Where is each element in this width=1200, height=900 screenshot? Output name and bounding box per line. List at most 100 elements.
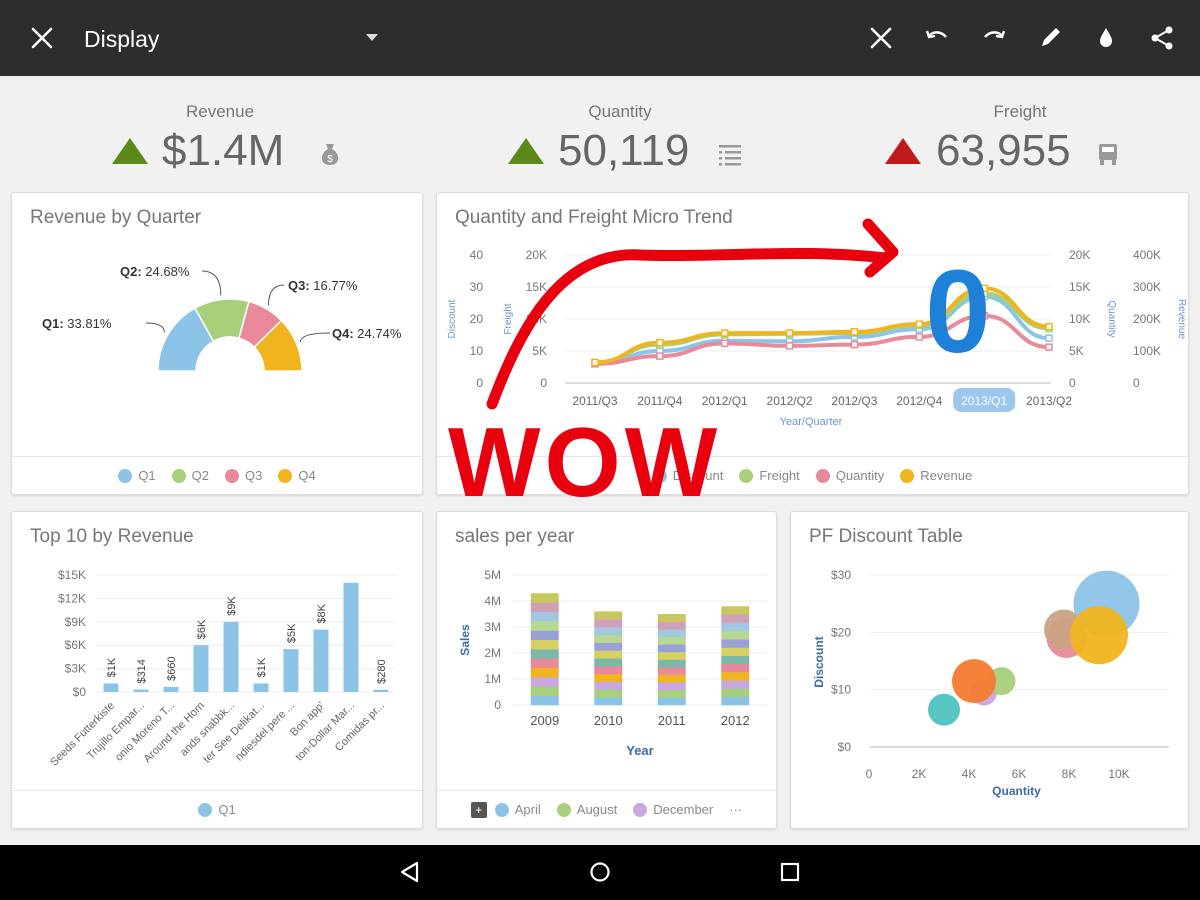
legend-item[interactable]: April <box>494 802 541 817</box>
stack-segment <box>657 636 686 645</box>
share-icon[interactable] <box>1148 24 1176 52</box>
stack-segment <box>594 673 623 682</box>
stack-segment <box>530 667 559 678</box>
x-tick-label: 6K <box>1012 767 1027 781</box>
undo-icon[interactable] <box>923 24 951 52</box>
legend-swatch <box>171 468 186 483</box>
y-tick-revenue: 300K <box>1133 280 1161 294</box>
stack-segment <box>594 634 623 643</box>
y-axis-label: Sales <box>458 624 472 656</box>
axis-label-quantity: Quantity <box>1106 300 1117 337</box>
legend-item[interactable]: Quantity <box>815 468 884 483</box>
legend-item[interactable]: Q4 <box>278 468 316 483</box>
y-tick-label: 3M <box>484 620 501 634</box>
legend-item[interactable]: August <box>556 802 617 817</box>
legend-item[interactable]: Freight <box>739 468 800 483</box>
x-tick-label: 8K <box>1062 767 1077 781</box>
legend-label: Q1 <box>218 802 236 817</box>
legend-item[interactable]: December <box>633 802 713 817</box>
series-point <box>850 340 859 349</box>
x-tick-label: 2013/Q2 <box>1026 394 1072 408</box>
y-tick-discount: 20 <box>470 312 484 326</box>
bar-data-label: $1K <box>256 657 268 677</box>
card-micro-trend[interactable]: Quantity and Freight Micro Trend 40 30 20 1… <box>436 192 1189 495</box>
y-tick-freight: 20K <box>526 248 547 262</box>
stack-segment <box>530 686 559 696</box>
color-drop-icon[interactable] <box>1092 24 1120 52</box>
stack-segment <box>594 681 623 690</box>
home-icon[interactable] <box>587 859 613 885</box>
y-tick-quantity: 0 <box>1069 376 1076 390</box>
legend-item[interactable]: Discount <box>652 468 723 483</box>
stack-segment <box>657 674 686 683</box>
recent-apps-icon[interactable] <box>777 859 803 885</box>
pie-leader-line <box>145 322 165 333</box>
kpi-freight[interactable]: Freight 63,955 <box>840 100 1200 180</box>
card-revenue-by-quarter[interactable]: Revenue by Quarter Q1: 33.81% Q2: 24.68% Q… <box>11 192 423 495</box>
y-tick-quantity: 15K <box>1069 280 1090 294</box>
bar <box>133 689 149 692</box>
kpi-quantity[interactable]: Quantity 50,119 <box>440 100 800 180</box>
legend-swatch <box>652 468 667 483</box>
bar <box>103 683 119 692</box>
pie-data-label: Q4: 24.74% <box>332 326 402 341</box>
card-sales-per-year[interactable]: sales per year 5M 4M 3M 2M 1M 0 Sales 2009 2010 2… <box>436 511 777 829</box>
legend-item[interactable]: Q1 <box>118 468 156 483</box>
legend-more-button[interactable]: ··· <box>729 802 743 817</box>
card-top10-revenue[interactable]: Top 10 by Revenue $15K $12K $9K $6K $3K $0 $1K… <box>11 511 423 829</box>
legend-label: December <box>653 802 714 817</box>
close-icon[interactable] <box>28 24 56 52</box>
money-bag-icon: $ <box>321 144 339 165</box>
x-axis-label: Quantity <box>992 784 1041 798</box>
x-tick-label: 2013/Q1 <box>961 394 1007 408</box>
chart-legend: Q1 Q2 Q3 Q4 <box>12 456 422 494</box>
x-tick-label: 2011/Q3 <box>572 394 617 408</box>
clear-icon[interactable] <box>867 24 895 52</box>
axis-label-revenue: Revenue <box>1176 299 1187 339</box>
pen-icon[interactable] <box>1036 24 1064 52</box>
y-axis-label: Discount <box>812 636 826 687</box>
y-tick-label: $20 <box>831 625 851 639</box>
redo-icon[interactable] <box>980 24 1008 52</box>
stack-segment <box>721 614 750 623</box>
app-bar: Display <box>0 0 1200 76</box>
chevron-down-icon[interactable] <box>366 34 378 41</box>
stack-segment <box>657 614 686 622</box>
series-point <box>656 352 664 360</box>
card-pf-discount[interactable]: PF Discount Table $30 $20 $10 $0 0 2K 4K 6K 8K 10… <box>790 511 1189 829</box>
kpi-value: $1.4M <box>162 126 285 175</box>
y-tick-label: $0 <box>73 685 87 699</box>
legend-item[interactable]: Q3 <box>225 468 262 483</box>
x-tick-label: 0 <box>866 767 873 781</box>
series-point <box>656 338 664 347</box>
y-tick-label: $30 <box>831 568 851 582</box>
x-tick-label: 2011 <box>658 713 686 728</box>
x-axis-label: Year <box>626 743 653 758</box>
series-point <box>980 284 988 293</box>
bar-data-label: $8K <box>316 603 328 623</box>
axis-label-freight: Freight <box>503 303 514 334</box>
series-point <box>785 342 794 350</box>
bar <box>223 621 239 692</box>
stack-segment <box>721 655 750 665</box>
legend-item[interactable]: Q2 <box>171 468 209 483</box>
kpi-revenue[interactable]: Revenue $1.4M $ <box>40 100 400 180</box>
y-tick-revenue: 0 <box>1133 376 1140 390</box>
trend-up-icon <box>885 138 921 164</box>
back-icon[interactable] <box>397 859 423 885</box>
pie-slice-q4 <box>253 319 303 372</box>
dashboard-title[interactable]: Display <box>84 26 160 52</box>
legend-item[interactable]: Revenue <box>900 468 972 483</box>
stack-segment <box>721 663 750 673</box>
kpi-label: Quantity <box>588 102 652 121</box>
legend-item[interactable]: Q1 <box>198 802 236 817</box>
bar-data-label: $280 <box>376 659 388 683</box>
stack-segment <box>721 606 750 615</box>
x-tick-label: 2012/Q2 <box>767 394 813 408</box>
series-point <box>915 320 924 328</box>
kpi-label: Revenue <box>185 102 255 121</box>
legend-label: Revenue <box>920 468 973 483</box>
legend-expand-button[interactable]: + <box>470 801 487 818</box>
pie-data-label: Q1: 33.81% <box>42 316 112 331</box>
x-tick-label: 2012/Q3 <box>831 394 877 408</box>
